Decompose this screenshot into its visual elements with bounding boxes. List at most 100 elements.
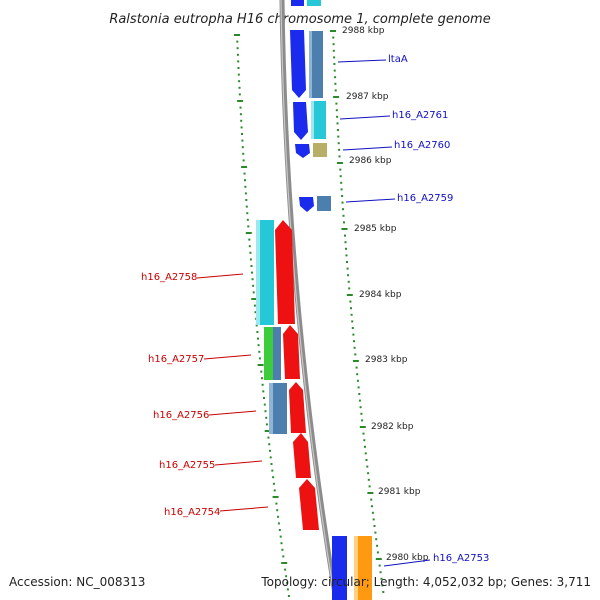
scale-tick	[341, 228, 348, 230]
scale-tick	[373, 525, 376, 527]
scale-tick	[336, 115, 339, 118]
map-title: Ralstonia eutropha H16 chromosome 1, com…	[109, 12, 490, 27]
scale-tick	[380, 577, 383, 580]
scale-tick	[281, 548, 284, 551]
scale-tick	[256, 331, 259, 333]
gene-label-h16_A2758[interactable]: h16_A2758	[141, 272, 197, 283]
scale-tick	[367, 478, 370, 481]
scale-tick	[245, 232, 252, 234]
scale-tick	[277, 515, 280, 518]
scale-tick	[252, 284, 255, 287]
gene-ltaA-top-cap[interactable]	[291, 0, 321, 6]
scale-tick	[367, 492, 374, 494]
scale-tick	[276, 509, 279, 512]
scale-label-2985: 2985 kbp	[354, 224, 397, 234]
right-tick-track	[330, 30, 385, 593]
scale-tick	[237, 67, 240, 69]
scale-tick	[359, 406, 362, 409]
leader-h16_A2759	[345, 198, 396, 203]
scale-tick	[273, 489, 276, 492]
scale-tick	[346, 294, 353, 296]
gene-h16_A2754[interactable]	[299, 479, 319, 530]
scale-tick	[244, 179, 246, 182]
scale-tick	[238, 93, 241, 96]
scale-tick	[350, 307, 352, 310]
scale-tick	[337, 142, 340, 145]
scale-tick	[257, 337, 259, 340]
scale-tick	[344, 241, 347, 244]
scale-tick	[239, 106, 242, 109]
scale-tick	[249, 251, 252, 254]
scale-tick	[358, 399, 361, 402]
scale-label-2983: 2983 kbp	[365, 355, 408, 365]
gene-h16_A2758[interactable]	[256, 220, 295, 325]
gene-label-ltaA[interactable]: ltaA	[388, 54, 408, 65]
scale-tick	[264, 410, 267, 413]
scale-tick	[280, 542, 283, 545]
scale-tick	[270, 463, 273, 465]
scale-tick	[265, 416, 268, 419]
scale-tick	[243, 172, 246, 175]
scale-tick	[260, 370, 263, 373]
scale-tick	[343, 221, 345, 224]
chromosome-backbone	[279, 0, 339, 600]
gene-label-h16_A2760[interactable]: h16_A2760	[394, 140, 450, 151]
gene-label-h16_A2757[interactable]: h16_A2757	[148, 354, 204, 365]
scale-tick	[272, 476, 275, 479]
scale-tick	[364, 445, 366, 448]
scale-tick	[336, 162, 343, 164]
scale-tick	[333, 69, 336, 72]
leader-h16_A2754	[219, 506, 269, 512]
scale-tick	[241, 166, 248, 168]
scale-tick	[338, 155, 341, 158]
scale-tick	[261, 383, 264, 386]
scale-tick	[332, 43, 335, 46]
gene-label-h16_A2753[interactable]: h16_A2753	[433, 553, 489, 564]
scale-tick	[245, 199, 248, 201]
leader-h16_A2761	[339, 115, 391, 120]
gene-label-h16_A2761[interactable]: h16_A2761	[392, 110, 448, 121]
gene-ltaA[interactable]	[290, 30, 323, 98]
scale-tick	[264, 430, 271, 432]
scale-tick	[261, 377, 263, 380]
scale-tick	[341, 201, 344, 204]
scale-tick	[332, 49, 335, 52]
scale-tick	[371, 505, 373, 508]
scale-tick	[358, 393, 361, 395]
scale-tick	[253, 304, 256, 307]
scale-tick	[278, 529, 281, 531]
scale-tick	[363, 439, 366, 442]
scale-tick	[237, 73, 240, 76]
gene-h16_A2753[interactable]	[332, 536, 372, 600]
scale-tick	[269, 456, 272, 459]
gene-h16_A2759[interactable]	[299, 196, 331, 212]
gene-h16_A2761[interactable]	[293, 101, 326, 140]
gene-label-h16_A2755[interactable]: h16_A2755	[159, 460, 215, 471]
scale-tick	[241, 139, 244, 142]
scale-tick	[247, 225, 250, 228]
scale-tick	[248, 238, 251, 241]
scale-tick	[336, 129, 339, 131]
scale-tick	[286, 581, 288, 584]
scale-tick	[337, 135, 340, 138]
scale-tick	[335, 102, 338, 105]
gene-h16_A2760[interactable]	[295, 143, 327, 158]
leader-h16_A2758	[196, 273, 244, 279]
gene-label-h16_A2759[interactable]: h16_A2759	[397, 193, 453, 204]
scale-label-2986: 2986 kbp	[349, 156, 392, 166]
scale-label-2987: 2987 kbp	[346, 92, 389, 102]
scale-tick	[375, 558, 382, 560]
scale-tick	[364, 452, 367, 455]
gene-h16_A2755[interactable]	[293, 433, 311, 478]
scale-tick	[376, 544, 379, 547]
gene-label-h16_A2754[interactable]: h16_A2754	[164, 507, 220, 518]
scale-tick	[349, 300, 352, 303]
scale-tick	[338, 148, 341, 151]
gene-h16_A2756[interactable]	[269, 382, 306, 434]
scale-label-2981: 2981 kbp	[378, 487, 421, 497]
gene-label-h16_A2756[interactable]: h16_A2756	[153, 410, 209, 421]
scale-tick	[346, 267, 349, 270]
scale-tick	[340, 181, 343, 184]
scale-tick	[378, 564, 381, 567]
gene-h16_A2757[interactable]	[264, 325, 300, 380]
